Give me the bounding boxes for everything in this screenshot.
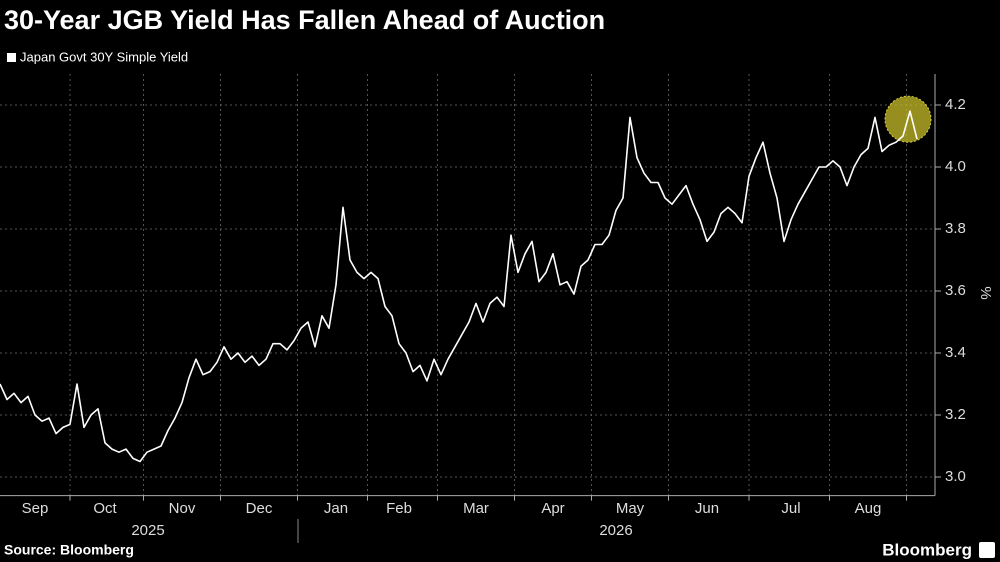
x-tick-label: May [616, 500, 645, 517]
source: Source: Bloomberg [4, 542, 134, 558]
brand: Bloomberg [882, 540, 972, 559]
x-tick-label: Jun [695, 500, 719, 517]
y-tick-label: 3.4 [945, 344, 966, 361]
x-tick-label: Dec [246, 500, 273, 517]
y-tick-label: 3.2 [945, 406, 966, 423]
legend-label: Japan Govt 30Y Simple Yield [20, 49, 188, 64]
x-tick-label: Mar [463, 500, 489, 517]
y-tick-label: 3.6 [945, 282, 966, 299]
x-tick-label: Jul [781, 500, 800, 517]
y-axis-label: % [977, 286, 994, 299]
legend-swatch [7, 53, 16, 62]
x-tick-label: Feb [386, 500, 412, 517]
x-tick-label: Jan [324, 500, 348, 517]
x-tick-label: Sep [22, 500, 49, 517]
y-tick-label: 4.0 [945, 158, 966, 175]
x-tick-label: Aug [855, 500, 882, 517]
brand-icon [979, 542, 995, 558]
year-label: 2025 [131, 522, 164, 539]
x-tick-label: Nov [169, 500, 196, 517]
y-tick-label: 4.2 [945, 96, 966, 113]
x-tick-label: Oct [93, 500, 117, 517]
x-tick-label: Apr [541, 500, 564, 517]
year-label: 2026 [599, 522, 632, 539]
y-tick-label: 3.0 [945, 468, 966, 485]
chart-title: 30-Year JGB Yield Has Fallen Ahead of Au… [4, 5, 605, 35]
line-series [0, 110, 918, 463]
y-tick-label: 3.8 [945, 220, 966, 237]
